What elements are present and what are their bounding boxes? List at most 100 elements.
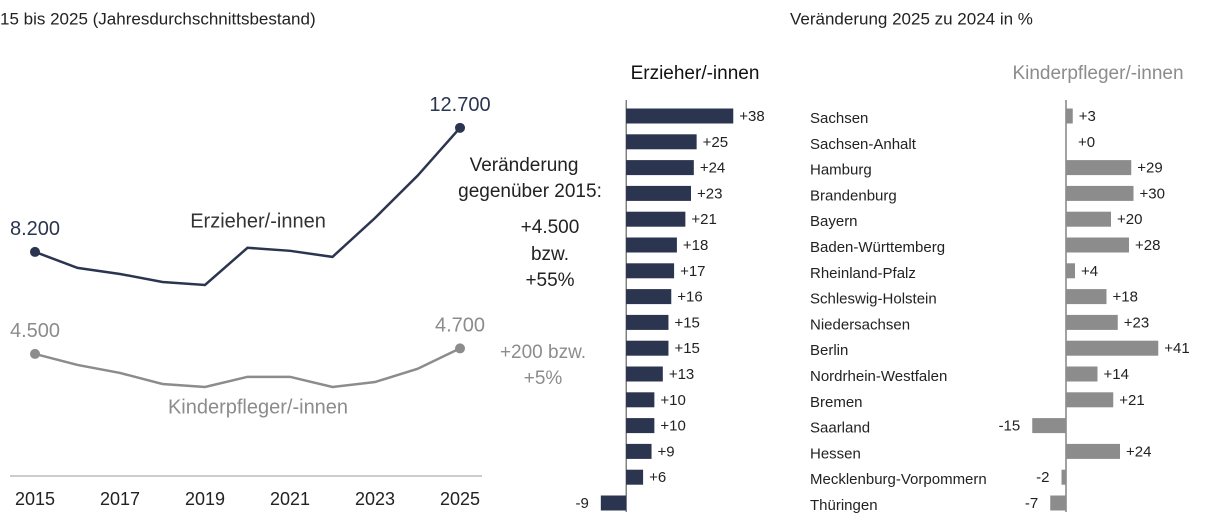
category-label: Nordrhein-Westfalen bbox=[810, 368, 947, 385]
bar bbox=[600, 495, 627, 511]
bar bbox=[626, 185, 691, 201]
value-label: +20 bbox=[1117, 211, 1142, 228]
line bbox=[34, 347, 461, 389]
line bbox=[34, 127, 461, 287]
chart-supertitle: Veränderung 2025 zu 2024 in % bbox=[790, 9, 1033, 28]
bar bbox=[626, 392, 655, 408]
category-label: Hessen bbox=[810, 445, 861, 462]
value-label: +38 bbox=[739, 108, 764, 125]
bar bbox=[1066, 263, 1075, 279]
value-label: -7 bbox=[1025, 495, 1038, 512]
value-label: +4 bbox=[1081, 263, 1098, 280]
value-label: +3 bbox=[1079, 108, 1096, 125]
bar bbox=[1066, 443, 1120, 459]
end-point bbox=[455, 343, 465, 354]
annotation: +4.500 bbox=[521, 217, 580, 238]
annotation: bzw. bbox=[531, 244, 569, 265]
bar bbox=[626, 237, 677, 253]
value-label: +24 bbox=[700, 160, 725, 177]
bar bbox=[626, 263, 675, 279]
bar bbox=[626, 134, 697, 150]
x-tick-label: 2019 bbox=[185, 489, 225, 509]
value-label: +25 bbox=[703, 134, 728, 151]
value-label: +14 bbox=[1104, 366, 1129, 383]
series-label: Erzieher/-innen bbox=[190, 210, 326, 232]
bar bbox=[1066, 314, 1118, 330]
bar bbox=[1066, 211, 1111, 227]
category-label: Sachsen bbox=[810, 110, 868, 127]
value-label: +24 bbox=[1126, 443, 1151, 460]
bar bbox=[1066, 366, 1098, 382]
value-label: +13 bbox=[669, 366, 694, 383]
value-label: 4.500 bbox=[10, 320, 60, 342]
value-label: -2 bbox=[1036, 469, 1049, 486]
value-label: +21 bbox=[691, 211, 716, 228]
bar bbox=[626, 289, 672, 305]
value-label: +0 bbox=[1078, 134, 1095, 151]
category-label: Berlin bbox=[810, 342, 848, 359]
bar bbox=[1066, 160, 1132, 176]
category-label: Sachsen-Anhalt bbox=[810, 136, 917, 153]
value-label: +41 bbox=[1164, 340, 1189, 357]
value-label: 8.200 bbox=[10, 218, 60, 240]
annotation: +200 bzw. bbox=[500, 342, 586, 363]
value-label: +10 bbox=[660, 418, 685, 435]
value-label: +28 bbox=[1135, 237, 1160, 254]
value-label: +17 bbox=[680, 263, 705, 280]
annotation: Veränderung bbox=[470, 155, 579, 176]
bar bbox=[626, 160, 694, 176]
value-label: +6 bbox=[649, 469, 666, 486]
value-label: +23 bbox=[697, 185, 722, 202]
end-point bbox=[455, 122, 465, 133]
x-tick-label: 2021 bbox=[270, 489, 310, 509]
bar bbox=[626, 108, 734, 124]
end-point bbox=[30, 348, 40, 359]
series-label: Kinderpfleger/-innen bbox=[168, 396, 348, 418]
annotation: gegenüber 2015: bbox=[458, 181, 602, 202]
bar bbox=[626, 211, 686, 227]
bar bbox=[1066, 237, 1129, 253]
annotation: +5% bbox=[524, 368, 563, 389]
chart-title: Kinderpfleger/-innen bbox=[1012, 63, 1183, 84]
bar bbox=[1066, 392, 1114, 408]
bar bbox=[626, 469, 644, 485]
value-label: +30 bbox=[1140, 185, 1165, 202]
value-label: +9 bbox=[658, 443, 675, 460]
bar bbox=[1066, 185, 1134, 201]
value-label: +18 bbox=[1113, 289, 1138, 306]
end-point bbox=[30, 246, 40, 257]
x-tick-label: 2025 bbox=[440, 489, 480, 509]
bar bbox=[626, 366, 663, 382]
category-label: Hamburg bbox=[810, 162, 872, 179]
value-label: +21 bbox=[1119, 392, 1144, 409]
x-tick-label: 2017 bbox=[100, 489, 140, 509]
bar bbox=[626, 443, 652, 459]
value-label: +15 bbox=[674, 314, 699, 331]
annotation: +55% bbox=[525, 270, 574, 291]
value-label: +10 bbox=[660, 392, 685, 409]
category-label: Mecklenburg-Vorpommern bbox=[810, 471, 987, 488]
x-tick-label: 2023 bbox=[355, 489, 395, 509]
category-label: Baden-Württemberg bbox=[810, 239, 945, 256]
value-label: 12.700 bbox=[429, 94, 490, 116]
bar bbox=[626, 340, 669, 356]
value-label: +18 bbox=[683, 237, 708, 254]
value-label: -15 bbox=[999, 418, 1021, 435]
category-label: Thüringen bbox=[810, 497, 878, 513]
value-label: 4.700 bbox=[435, 315, 485, 337]
bar bbox=[1050, 495, 1066, 511]
category-label: Saarland bbox=[810, 420, 870, 437]
category-label: Bayern bbox=[810, 213, 858, 230]
chart-title: Erzieher/-innen bbox=[631, 63, 760, 84]
bar bbox=[1066, 108, 1073, 124]
category-label: Bremen bbox=[810, 394, 863, 411]
category-label: Brandenburg bbox=[810, 187, 897, 204]
chart-title: 15 bis 2025 (Jahresdurchschnittsbestand) bbox=[0, 9, 316, 28]
x-tick-label: 2015 bbox=[15, 489, 55, 509]
category-label: Rheinland-Pfalz bbox=[810, 265, 916, 282]
category-label: Schleswig-Holstein bbox=[810, 291, 937, 308]
bar bbox=[1066, 340, 1159, 356]
value-label: +15 bbox=[674, 340, 699, 357]
category-label: Niedersachsen bbox=[810, 316, 910, 333]
